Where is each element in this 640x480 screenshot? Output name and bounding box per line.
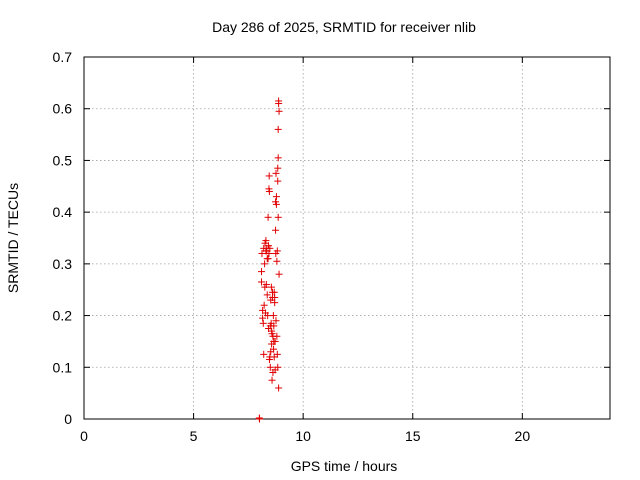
data-point [263,255,271,263]
data-points [255,97,283,423]
data-point [275,384,283,392]
y-tick-label: 0.2 [53,308,73,324]
data-point [258,268,266,276]
y-tick-label: 0.4 [53,204,73,220]
data-point [260,350,268,358]
grid-lines [84,57,610,419]
data-point [258,278,266,286]
data-point [268,376,276,384]
x-tick-label: 15 [405,428,421,444]
x-tick-label: 5 [190,428,198,444]
y-tick-label: 0.5 [53,152,73,168]
x-axis-label: GPS time / hours [291,458,398,474]
y-tick-label: 0.3 [53,256,73,272]
y-tick-label: 0.6 [53,101,73,117]
data-point [270,345,278,353]
data-point [272,317,280,325]
data-point [258,250,266,258]
data-point [266,363,274,371]
data-point [265,187,273,195]
data-point [275,100,283,108]
data-point [274,177,282,185]
data-point [268,327,276,335]
data-point [273,350,281,358]
data-point [267,283,275,291]
data-point [273,257,281,265]
x-tick-label: 20 [515,428,531,444]
data-point [272,193,280,201]
data-point [260,301,268,309]
x-tick-label: 0 [80,428,88,444]
data-point [274,363,282,371]
data-point [272,169,280,177]
data-point [273,247,281,255]
data-point [259,314,267,322]
chart-title: Day 286 of 2025, SRMTID for receiver nli… [212,19,476,35]
y-tick-label: 0 [64,411,72,427]
y-tick-label: 0.7 [53,49,73,65]
data-point [259,319,267,327]
data-point [264,213,272,221]
data-point [274,154,282,162]
data-point [262,237,270,245]
data-point [274,213,282,221]
data-point [273,332,281,340]
data-point [275,270,283,278]
data-point [272,200,280,208]
data-point [270,322,278,330]
x-tick-label: 10 [295,428,311,444]
data-point [265,172,273,180]
data-point [262,281,270,289]
data-point [263,291,271,299]
data-point [271,293,279,301]
data-point [274,125,282,133]
data-point [274,164,282,172]
y-axis: 0 0.1 0.2 0.3 0.4 0.5 0.6 0.7 [53,49,610,427]
data-point [262,247,270,255]
data-point [261,260,269,268]
data-point [275,107,283,115]
data-point [256,415,264,423]
data-point [271,337,279,345]
y-tick-label: 0.1 [53,359,73,375]
x-axis: 0 5 10 15 20 [80,57,530,444]
plot-frame [83,56,611,420]
data-point [269,312,277,320]
data-point [272,226,280,234]
y-axis-label: SRMTID / TECUs [5,183,21,293]
